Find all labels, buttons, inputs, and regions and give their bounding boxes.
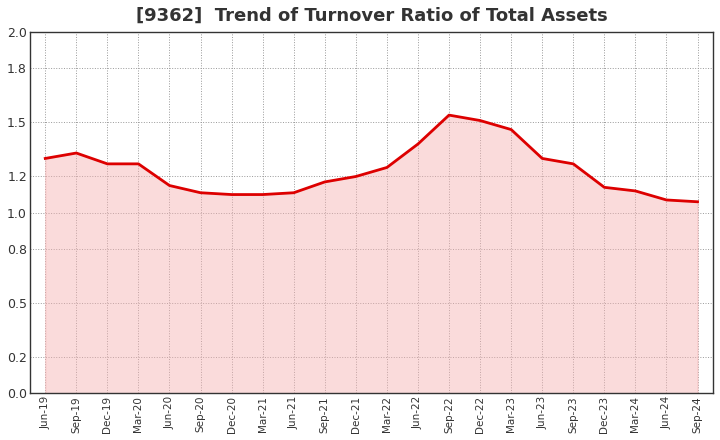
Title: [9362]  Trend of Turnover Ratio of Total Assets: [9362] Trend of Turnover Ratio of Total … xyxy=(135,7,607,25)
